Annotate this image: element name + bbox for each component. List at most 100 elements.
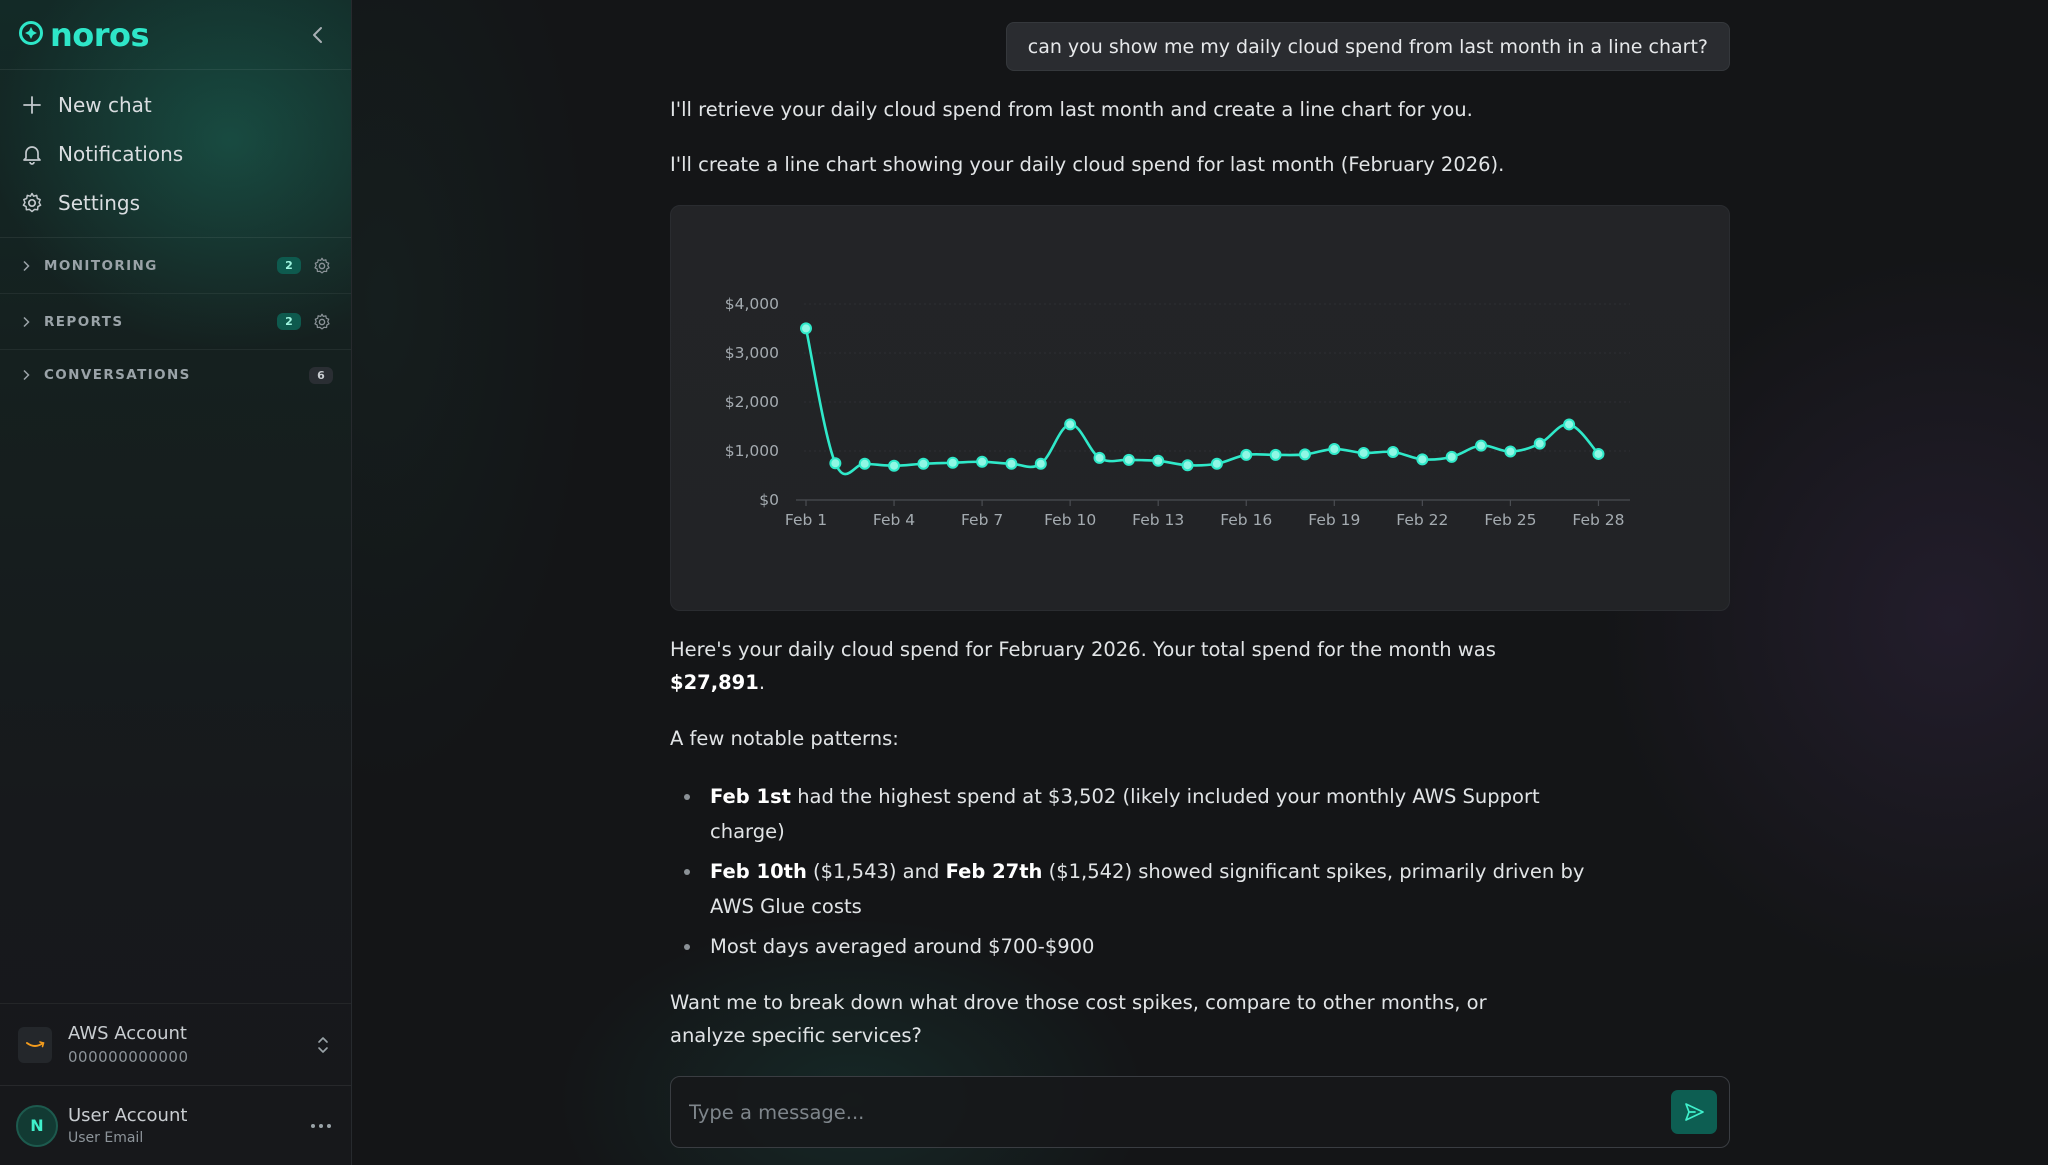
data-point xyxy=(1240,448,1253,461)
new-chat-button[interactable]: New chat xyxy=(0,80,351,129)
logo-icon xyxy=(18,20,44,50)
chevron-left-icon xyxy=(313,26,322,43)
chevron-up-down-icon xyxy=(313,1035,333,1055)
user-menu[interactable]: N User Account User Email xyxy=(0,1085,351,1165)
patterns-heading: A few notable patterns: xyxy=(670,727,899,750)
sidebar-nav: New chat Notifications Settings xyxy=(0,70,351,238)
bullet-bold: Feb 10th xyxy=(710,860,807,883)
y-tick-label: $4,000 xyxy=(725,295,779,313)
chat-main: can you show me my daily cloud spend fro… xyxy=(352,0,2048,1165)
settings-label: Settings xyxy=(58,190,141,215)
section-conversations-label: CONVERSATIONS xyxy=(44,367,191,383)
message-input[interactable] xyxy=(689,1100,1671,1124)
series-line xyxy=(804,328,1600,476)
gear-icon xyxy=(20,191,44,215)
data-point xyxy=(1269,448,1282,461)
data-point xyxy=(1357,446,1370,459)
patterns-list: Feb 1st had the highest spend at $3,502 … xyxy=(670,779,1590,969)
y-tick-label: $0 xyxy=(759,491,779,509)
settings-button[interactable]: Settings xyxy=(0,178,351,227)
reports-count-badge: 2 xyxy=(277,313,301,330)
user-email: User Email xyxy=(68,1130,144,1146)
x-tick-label: Feb 7 xyxy=(961,511,1003,529)
more-options-icon[interactable] xyxy=(307,1116,335,1136)
logo-text: noros xyxy=(50,15,150,54)
y-tick-label: $2,000 xyxy=(725,393,779,411)
x-tick-label: Feb 16 xyxy=(1220,511,1272,529)
gear-icon[interactable] xyxy=(311,255,333,277)
data-point xyxy=(1387,445,1399,458)
send-icon xyxy=(1685,1103,1704,1121)
data-point xyxy=(858,457,871,470)
chart-card: $0 $1,000 $2,000 $3,000 $4,000 Feb 1 Feb 4 Feb … xyxy=(670,205,1730,611)
bullet-text: ($1,543) and xyxy=(806,860,946,883)
list-item: Most days averaged around $700-$900 xyxy=(670,929,1590,964)
data-point xyxy=(1592,447,1605,460)
data-point xyxy=(1181,459,1194,472)
assistant-intro-1: I'll retrieve your daily cloud spend fro… xyxy=(670,98,1473,121)
summary-total: $27,891 xyxy=(670,671,759,694)
notifications-label: Notifications xyxy=(58,141,184,166)
data-point xyxy=(1093,451,1106,464)
account-name: AWS Account xyxy=(68,1023,187,1044)
new-chat-label: New chat xyxy=(58,92,152,117)
data-point xyxy=(917,457,930,470)
section-reports[interactable]: REPORTS 2 xyxy=(0,294,351,350)
message-composer xyxy=(670,1076,1730,1148)
bullet-bold: Feb 1st xyxy=(710,785,791,808)
data-point xyxy=(1122,453,1135,466)
data-point xyxy=(1416,453,1429,466)
bullet-text: ($1,542) showed significant spikes, prim… xyxy=(710,860,1585,918)
x-tick-label: Feb 1 xyxy=(785,511,827,529)
monitoring-count-badge: 2 xyxy=(277,257,301,274)
bullet-bold: Feb 27th xyxy=(945,860,1043,883)
user-message-bubble: can you show me my daily cloud spend fro… xyxy=(1005,22,1730,71)
gear-icon[interactable] xyxy=(311,311,333,333)
data-point xyxy=(1475,439,1488,452)
list-item: Feb 1st had the highest spend at $3,502 … xyxy=(670,779,1590,849)
collapse-sidebar-button[interactable] xyxy=(303,20,333,50)
y-tick-label: $1,000 xyxy=(725,442,779,460)
data-point xyxy=(1210,457,1223,470)
sidebar: noros New chat Notifications xyxy=(0,0,352,1165)
plus-icon xyxy=(20,93,44,117)
x-tick-label: Feb 10 xyxy=(1044,511,1096,529)
chevron-right-icon xyxy=(22,260,36,272)
assistant-summary: Here's your daily cloud spend for Februa… xyxy=(670,633,1550,699)
x-tick-label: Feb 4 xyxy=(873,511,915,529)
section-reports-label: REPORTS xyxy=(44,313,124,330)
aws-logo-icon xyxy=(18,1026,52,1063)
data-point xyxy=(1005,457,1018,470)
notifications-button[interactable]: Notifications xyxy=(0,129,351,178)
data-point xyxy=(1445,450,1458,463)
user-name: User Account xyxy=(68,1105,188,1126)
section-monitoring-label: MONITORING xyxy=(44,257,158,274)
y-tick-label: $3,000 xyxy=(725,344,779,362)
data-point xyxy=(1328,443,1341,456)
data-point xyxy=(829,457,842,470)
send-button[interactable] xyxy=(1671,1090,1717,1134)
data-point xyxy=(946,456,959,469)
section-monitoring[interactable]: MONITORING 2 xyxy=(0,238,351,294)
data-point xyxy=(1563,418,1576,431)
chevron-right-icon xyxy=(22,369,36,381)
account-switcher[interactable]: AWS Account 000000000000 xyxy=(0,1003,351,1085)
x-tick-label: Feb 25 xyxy=(1484,511,1536,529)
conversations-count-badge: 6 xyxy=(309,366,333,384)
x-tick-label: Feb 13 xyxy=(1132,511,1184,529)
data-point xyxy=(1298,448,1311,461)
bullet-text: Most days averaged around $700-$900 xyxy=(710,935,1095,958)
summary-text: Here's your daily cloud spend for Februa… xyxy=(670,638,1496,661)
x-tick-label: Feb 28 xyxy=(1572,511,1624,529)
x-tick-label: Feb 22 xyxy=(1396,511,1448,529)
section-conversations[interactable]: CONVERSATIONS 6 xyxy=(0,350,351,400)
data-point xyxy=(888,459,901,472)
data-point xyxy=(1064,418,1077,431)
logo[interactable]: noros xyxy=(18,15,150,54)
x-tick-label: Feb 19 xyxy=(1308,511,1360,529)
bell-icon xyxy=(20,142,44,166)
user-info: User Account User Email xyxy=(68,1105,187,1146)
logo-row: noros xyxy=(0,0,351,70)
chevron-right-icon xyxy=(22,316,36,328)
